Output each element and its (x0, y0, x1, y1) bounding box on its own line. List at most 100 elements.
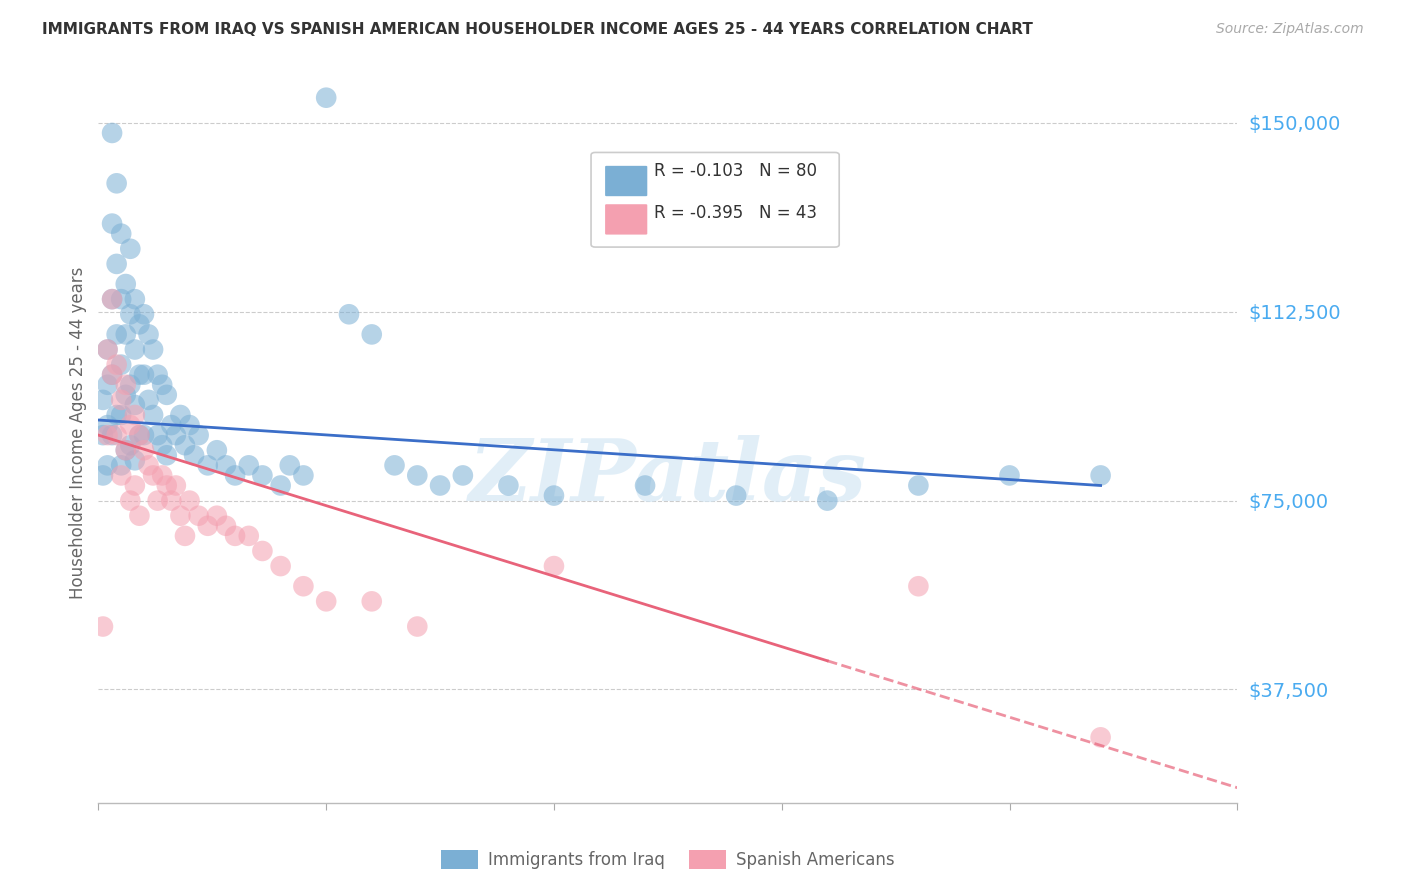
Point (132, 428, 155, 442)
Point (907, 478, 929, 492)
Point (124, 343, 146, 357)
Point (205, 508, 228, 523)
Point (156, 388, 179, 402)
Text: Source: ZipAtlas.com: Source: ZipAtlas.com (1216, 22, 1364, 37)
Point (91, 619, 114, 633)
Point (110, 468, 132, 483)
Point (315, 91, 337, 105)
Point (1090, 468, 1112, 483)
Point (187, 508, 209, 523)
Point (215, 458, 238, 473)
Point (165, 478, 187, 492)
Point (110, 408, 132, 422)
Text: R = -0.103   N = 80: R = -0.103 N = 80 (654, 162, 817, 180)
Point (120, 438, 142, 452)
Point (124, 292, 146, 306)
Point (91, 392, 114, 407)
Point (543, 489, 565, 503)
Point (1090, 731, 1112, 745)
Point (101, 217, 124, 231)
Point (120, 418, 142, 433)
Point (96, 458, 118, 473)
Point (238, 458, 260, 473)
Point (128, 368, 150, 382)
Point (224, 468, 246, 483)
Point (150, 377, 173, 392)
Point (110, 392, 132, 407)
Point (96, 418, 118, 433)
Point (337, 307, 360, 321)
Point (187, 428, 209, 442)
Point (179, 493, 201, 508)
Point (128, 428, 150, 442)
Point (114, 327, 136, 342)
Text: R = -0.395   N = 43: R = -0.395 N = 43 (654, 204, 817, 222)
Point (998, 468, 1021, 483)
Point (252, 468, 274, 483)
Point (124, 478, 146, 492)
Point (197, 518, 219, 533)
Point (498, 478, 520, 492)
Point (138, 392, 160, 407)
Point (406, 619, 429, 633)
Point (165, 428, 187, 442)
Point (120, 377, 142, 392)
Point (238, 529, 260, 543)
Point (105, 358, 128, 372)
Point (160, 493, 183, 508)
Point (101, 368, 124, 382)
Point (120, 493, 142, 508)
Point (105, 257, 128, 271)
Point (142, 408, 165, 422)
Point (110, 358, 132, 372)
Point (96, 343, 118, 357)
Point (91, 428, 114, 442)
Point (270, 559, 292, 574)
Point (132, 443, 155, 458)
Point (270, 478, 292, 492)
Point (160, 418, 183, 433)
Point (101, 292, 124, 306)
Point (138, 458, 160, 473)
Point (179, 418, 201, 433)
Point (174, 529, 197, 543)
Point (128, 508, 150, 523)
Point (156, 448, 179, 462)
Point (183, 448, 205, 462)
Y-axis label: Householder Income Ages 25 - 44 years: Householder Income Ages 25 - 44 years (69, 267, 87, 599)
Point (150, 468, 173, 483)
Point (384, 458, 406, 473)
Point (110, 458, 132, 473)
Point (101, 292, 124, 306)
Point (197, 458, 219, 473)
Point (110, 292, 132, 306)
Point (252, 544, 274, 558)
Point (150, 438, 173, 452)
Point (815, 493, 838, 508)
Point (156, 478, 179, 492)
Point (634, 478, 657, 492)
Point (543, 559, 565, 574)
Point (169, 408, 191, 422)
Point (105, 408, 128, 422)
Point (105, 428, 128, 442)
Point (278, 458, 301, 473)
Point (91, 468, 114, 483)
Point (292, 468, 315, 483)
Text: IMMIGRANTS FROM IRAQ VS SPANISH AMERICAN HOUSEHOLDER INCOME AGES 25 - 44 YEARS C: IMMIGRANTS FROM IRAQ VS SPANISH AMERICAN… (42, 22, 1033, 37)
Point (132, 368, 155, 382)
Point (101, 126, 124, 140)
Point (142, 343, 165, 357)
Point (360, 594, 382, 608)
Point (114, 443, 136, 458)
Point (128, 428, 150, 442)
Point (114, 277, 136, 291)
Point (451, 468, 474, 483)
Point (215, 518, 238, 533)
Point (105, 327, 128, 342)
Point (725, 489, 748, 503)
Point (114, 377, 136, 392)
Point (142, 468, 165, 483)
Point (315, 594, 337, 608)
Point (205, 443, 228, 458)
